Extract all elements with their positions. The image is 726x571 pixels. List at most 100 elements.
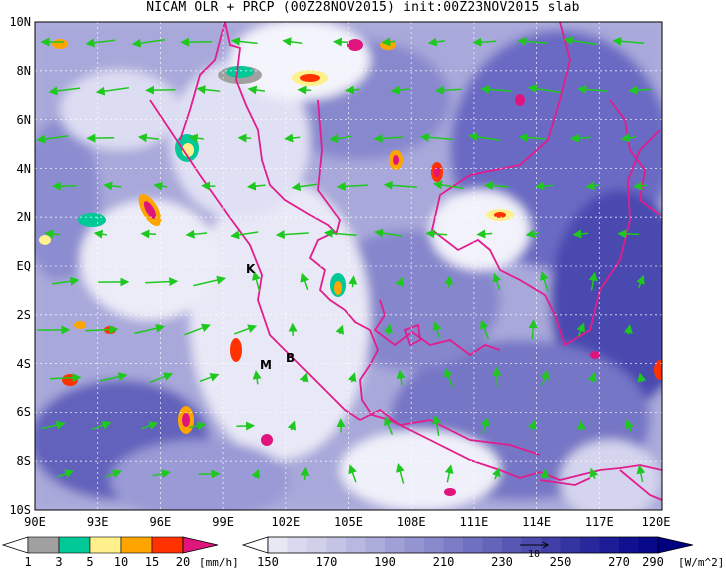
lon-label: 99E (212, 515, 234, 529)
lon-label: 93E (87, 515, 109, 529)
olr-color-swatch (463, 537, 483, 553)
wind-vector (585, 181, 600, 191)
wind-vector (468, 132, 501, 142)
lat-label: EQ (17, 259, 31, 273)
wind-vector (193, 275, 226, 287)
coastlines (149, 22, 662, 501)
wind-vector (384, 416, 394, 435)
wind-vector (252, 370, 262, 385)
wind-vector (145, 277, 179, 287)
wind-vector (432, 321, 442, 338)
olr-color-swatch (424, 537, 444, 553)
olr-color-swatch (268, 537, 288, 553)
wind-vector (492, 366, 502, 388)
lat-label: 8N (17, 64, 31, 78)
wind-vector (396, 369, 406, 386)
lon-label: 117E (585, 515, 614, 529)
wind-vector (479, 319, 490, 340)
wind-vector (419, 132, 453, 142)
lat-label: 2S (17, 308, 31, 322)
wind-vector (134, 323, 166, 335)
wind-vector (425, 229, 448, 239)
olr-colorbar-label: 290 (642, 555, 664, 569)
wind-vector (332, 37, 348, 47)
wind-vector (103, 181, 122, 191)
lat-axis: 10N 8N 6N 4N 2N EQ 2S 4S 6S 8S 10S (9, 15, 31, 517)
wind-vector (433, 180, 464, 190)
wind-vector (476, 229, 493, 239)
olr-color-swatch (326, 537, 346, 553)
figure-title: NICAM OLR + PRCP (00Z28NOV2015) init:00Z… (146, 0, 580, 15)
lat-label: 6N (17, 113, 31, 127)
lon-label: 120E (642, 515, 671, 529)
wind-vector (185, 229, 208, 239)
wind-vector (41, 420, 66, 430)
wind-vector (180, 37, 213, 47)
wind-vector (587, 372, 597, 383)
precip-color-swatch (89, 536, 122, 554)
wind-vector (48, 86, 81, 96)
wind-vector (444, 275, 454, 288)
wind-vector (588, 271, 598, 291)
olr-color-swatch (482, 537, 502, 553)
olr-colorbar-label: 210 (433, 555, 455, 569)
wind-vector (483, 181, 509, 191)
lon-label: 102E (271, 515, 300, 529)
wind-vector (188, 421, 207, 431)
grid (35, 22, 662, 510)
wind-vector (49, 373, 82, 383)
wind-vector (381, 37, 396, 47)
olr-color-swatch (502, 537, 522, 553)
wind-vector (480, 416, 490, 434)
wind-vector (480, 84, 513, 94)
lat-label: 10N (9, 15, 31, 29)
wind-vector (633, 181, 648, 191)
wind-vector (589, 467, 599, 480)
wind-vector (517, 36, 548, 46)
wind-vector (624, 324, 633, 335)
wind-vector (93, 229, 108, 239)
wind-vector (145, 85, 176, 95)
olr-color-swatch (599, 537, 619, 553)
wind-vector (36, 134, 69, 144)
plot-frame (34, 21, 663, 511)
wind-vector (572, 229, 589, 239)
wind-vector (335, 324, 345, 335)
wind-vector (492, 272, 502, 291)
wind-vector (329, 134, 352, 143)
wind-vector (620, 133, 636, 143)
wind-vector (297, 85, 312, 95)
vector-legend-arrowhead (542, 541, 549, 549)
wind-vector (85, 325, 119, 335)
wind-vector (396, 462, 405, 484)
lon-label: 96E (150, 515, 172, 529)
precip-colorbar: 1 3 5 10 15 20 [mm/h] (1, 536, 239, 569)
olr-color-swatch (287, 537, 307, 553)
place-label-b: B (286, 351, 295, 365)
wind-vector (444, 464, 454, 483)
wind-vector (291, 182, 318, 192)
place-label-k: K (246, 262, 256, 276)
wind-vector (131, 38, 165, 48)
olr-color-swatch (580, 537, 600, 553)
wind-vector (444, 367, 454, 388)
olr-colorbar-label: 270 (608, 555, 630, 569)
wind-vector (51, 276, 80, 286)
lon-label: 105E (334, 515, 363, 529)
lat-label: 2N (17, 210, 31, 224)
wind-vector (300, 272, 310, 291)
precip-colorbar-label: 10 (114, 555, 128, 569)
wind-vector (569, 133, 591, 143)
olr-field (35, 22, 662, 510)
wind-vector (153, 181, 168, 191)
wind-vectors (36, 36, 653, 484)
olr-colorbar-label: 230 (491, 555, 513, 569)
lat-label: 6S (17, 405, 31, 419)
wind-vector (140, 421, 159, 430)
lat-label: 4S (17, 357, 31, 371)
lon-label: 108E (397, 515, 426, 529)
wind-vector (435, 85, 462, 95)
wind-vector (527, 419, 537, 432)
olr-color-swatch (346, 537, 366, 553)
wind-vector (628, 85, 653, 95)
